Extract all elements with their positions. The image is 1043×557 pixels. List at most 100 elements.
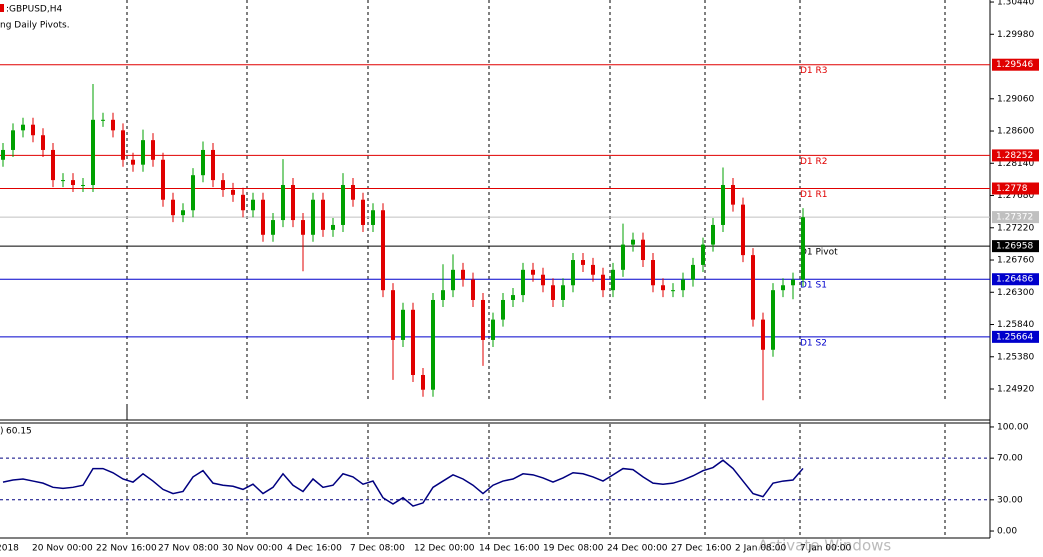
candle-body <box>691 264 695 280</box>
price-box <box>992 182 1039 195</box>
y-tick-label: 1.28140 <box>997 159 1034 169</box>
candle-body <box>131 159 135 165</box>
candle-body <box>551 285 555 300</box>
candle-body <box>321 199 325 230</box>
x-tick-label: 19 Dec 08:00 <box>543 544 604 554</box>
price-box <box>992 330 1039 343</box>
candle-body <box>791 279 795 286</box>
candle-body <box>51 149 55 181</box>
candle-body <box>371 210 375 225</box>
candle-body <box>301 220 305 235</box>
candle-body <box>221 180 225 190</box>
candle-body <box>121 130 125 160</box>
y-tick-label: 1.26300 <box>997 288 1034 298</box>
candle-body <box>521 269 525 296</box>
x-tick-label: 27 Dec 16:00 <box>671 544 732 554</box>
watermark: Activate Windows <box>758 537 891 555</box>
rsi-value: 60.15 <box>6 427 32 437</box>
candle-body <box>191 175 195 211</box>
pivot-name: D1 Pivot <box>800 248 838 258</box>
candle-body <box>81 185 85 187</box>
candle-body <box>21 124 25 131</box>
candle-body <box>391 290 395 340</box>
candle-body <box>651 260 655 286</box>
candle-body <box>341 185 345 225</box>
candle-body <box>1 149 5 160</box>
price-box <box>992 273 1039 286</box>
candle-body <box>71 180 75 186</box>
candle-body <box>31 124 35 136</box>
candle-body <box>511 295 515 300</box>
y-tick-label: 100.00 <box>997 422 1029 432</box>
x-tick-label: 30 Nov 00:00 <box>222 544 283 554</box>
candle-body <box>441 290 445 300</box>
candle-body <box>311 199 315 235</box>
pivot-name: D1 S1 <box>800 281 827 291</box>
x-tick-label: 4 Dec 16:00 <box>287 544 342 554</box>
candle-body <box>641 239 645 261</box>
candle-body <box>611 269 615 291</box>
symbol: :GBPUSD,H4 <box>6 5 62 15</box>
rsi-name: ) <box>0 427 4 437</box>
y-tick-label: 1.25840 <box>997 320 1034 330</box>
price-label: 1.28252 <box>996 151 1033 161</box>
candle-body <box>401 309 405 340</box>
candle-body <box>211 149 215 181</box>
candle-body <box>91 119 95 186</box>
y-tick-label: 30.00 <box>997 495 1023 505</box>
candle-body <box>481 299 485 340</box>
price-label: 1.2778 <box>996 184 1028 194</box>
candle-body <box>291 185 295 221</box>
candle-body <box>711 224 715 245</box>
y-tick-label: 1.29980 <box>997 30 1034 40</box>
x-tick-label: 14 Dec 16:00 <box>479 544 540 554</box>
y-tick-label: 1.24920 <box>997 385 1034 395</box>
candle-body <box>151 140 155 160</box>
candle-body <box>271 220 275 235</box>
price-label: 1.25664 <box>996 332 1033 342</box>
candle-body <box>171 199 175 216</box>
y-tick-label: 1.28600 <box>997 127 1034 137</box>
candle-body <box>231 189 235 195</box>
candle-body <box>681 279 685 291</box>
x-tick-label: 7 Jan 00:00 <box>800 544 852 554</box>
candle-body <box>561 285 565 300</box>
candle-body <box>181 210 185 216</box>
price-label: 1.26486 <box>996 275 1033 285</box>
x-tick-label: 27 Nov 08:00 <box>158 544 219 554</box>
price-label: 1.29546 <box>996 60 1033 70</box>
candle-body <box>101 119 105 121</box>
candle-body <box>501 299 505 320</box>
candle-body <box>161 159 165 200</box>
current-price-label: 1.27372 <box>996 213 1033 223</box>
price-box <box>992 58 1039 71</box>
candle-body <box>411 309 415 375</box>
candle-body <box>721 185 725 225</box>
candle-body <box>351 185 355 200</box>
candle-body <box>61 180 65 182</box>
candle-body <box>541 274 545 286</box>
candle-body <box>491 319 495 340</box>
y-tick-label: 70.00 <box>997 454 1023 464</box>
x-tick-label: 7 Dec 08:00 <box>350 544 405 554</box>
indicator-name: ng Daily Pivots. <box>0 21 70 31</box>
candle-body <box>671 290 675 292</box>
candle-body <box>281 185 285 221</box>
candle-body <box>381 210 385 291</box>
y-tick-label: 1.30440 <box>997 0 1034 8</box>
price-label: 1.26958 <box>996 242 1033 252</box>
candle-body <box>751 255 755 320</box>
candle-body <box>601 274 605 291</box>
candle-body <box>731 185 735 205</box>
pivot-name: D1 S2 <box>800 338 827 348</box>
symbol-icon <box>0 4 4 12</box>
rsi-line <box>2 459 804 507</box>
candle-body <box>431 299 435 390</box>
candle-body <box>261 199 265 235</box>
y-tick-label: 1.27680 <box>997 191 1034 201</box>
x-tick-label: 20 Nov 00:00 <box>32 544 93 554</box>
y-tick-label: 0.00 <box>997 527 1017 537</box>
candle-body <box>141 140 145 165</box>
